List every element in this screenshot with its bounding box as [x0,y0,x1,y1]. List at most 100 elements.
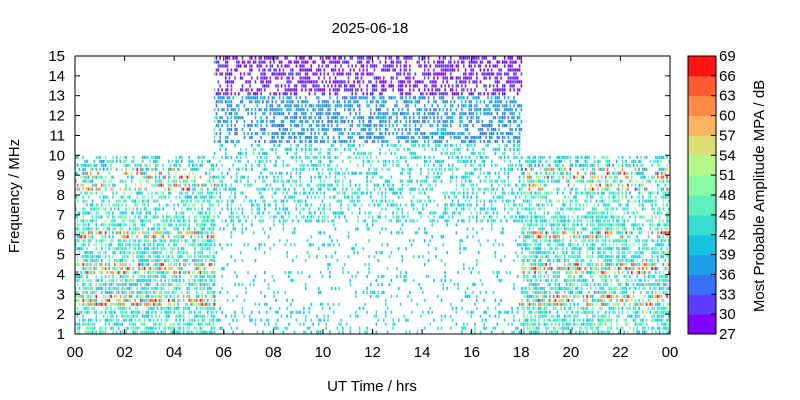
heat-cell [431,124,433,128]
heat-cell [450,167,452,171]
heat-cell [210,191,213,195]
heat-cell [188,187,190,191]
heat-cell [121,179,124,183]
heat-cell [331,183,333,187]
heat-cell [243,183,246,187]
heat-cell [297,143,300,148]
heat-cell [194,227,196,231]
heat-cell [420,96,422,100]
heat-cell [256,64,259,68]
heat-cell [334,92,337,96]
heat-cell [78,318,81,322]
heat-cell [252,147,255,151]
heat-cell [291,120,294,124]
heat-cell [338,60,340,64]
heat-cell [78,326,81,330]
heat-cell [277,104,279,108]
heat-cell [401,167,404,171]
heat-cell [384,187,387,191]
heat-cell [423,298,426,302]
heat-cell [423,68,426,72]
heat-cell [286,64,288,68]
heat-cell [397,207,400,211]
heat-cell [355,274,357,279]
heat-cell [190,330,192,334]
heat-cell [121,263,124,267]
heat-cell [351,211,353,215]
heat-cell [314,108,316,112]
heat-cell [251,310,253,314]
heat-cell [156,318,159,322]
heat-cell [143,282,146,287]
heat-cell [125,163,127,167]
heat-cell [397,84,400,88]
heat-cell [147,302,150,306]
heat-cell [194,163,196,167]
heat-cell [390,64,393,68]
heat-cell [141,322,144,326]
heat-cell [162,235,164,239]
heat-cell [112,310,114,314]
heat-cell [123,306,125,310]
heat-cell [132,255,135,259]
heat-cell [260,147,262,151]
heat-cell [230,235,233,239]
heat-cell [115,159,118,163]
heat-cell [127,195,129,199]
heat-cell [164,314,166,318]
heat-cell [156,263,159,267]
heat-cell [386,143,389,148]
heat-cell [370,155,372,159]
heat-cell [301,104,303,108]
heat-cell [138,278,140,283]
heat-cell [299,120,301,124]
heat-cell [290,155,292,159]
heat-cell [158,179,161,183]
heat-cell [117,247,120,251]
heat-cell [197,155,200,159]
heat-cell [208,322,211,326]
heat-cell [156,306,159,310]
heat-cell [444,219,446,223]
heat-cell [219,120,221,124]
heat-cell [141,219,144,223]
heat-cell [166,215,168,219]
heat-cell [433,100,435,104]
heat-cell [132,251,135,255]
heat-cell [213,278,216,283]
heat-cell [301,64,303,68]
heat-cell [308,310,311,314]
heat-cell [123,239,125,243]
heat-cell [207,207,209,211]
heat-cell [396,112,398,116]
heat-cell [158,207,161,211]
heat-cell [418,143,420,148]
heat-cell [371,132,374,136]
heat-cell [141,203,144,207]
heat-cell [327,167,329,171]
heat-cell [405,116,407,120]
heat-cell [299,96,301,100]
heat-cell [155,179,157,183]
heat-cell [407,104,409,108]
heat-cell [127,286,129,290]
heat-cell [245,147,247,151]
heat-cell [384,207,387,211]
heat-cell [99,271,101,275]
heat-cell [368,120,370,124]
heat-cell [384,159,387,163]
heat-cell [199,211,202,215]
heat-cell [212,322,215,326]
heat-cell [334,167,337,171]
heat-cell [194,298,196,302]
heat-cell [310,68,313,72]
heat-cell [397,163,400,167]
heat-cell [438,92,441,96]
heat-cell [190,255,192,259]
heat-cell [295,72,298,76]
heat-cell [275,187,277,191]
heat-cell [381,104,383,108]
heat-cell [75,163,77,167]
heat-cell [82,282,84,287]
heat-cell [260,171,262,175]
